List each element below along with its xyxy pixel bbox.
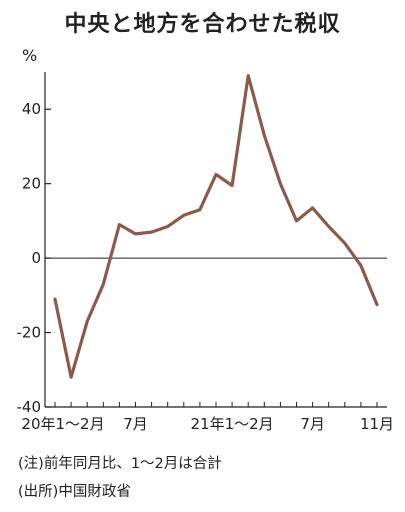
line-chart: -40 -20 0 20 40 20年1～2月 7月 21年1～2月 7月 11月 bbox=[17, 72, 394, 433]
x-tick-label: 21年1～2月 bbox=[191, 415, 274, 433]
x-ticks: 20年1～2月 7月 21年1～2月 7月 11月 bbox=[21, 402, 394, 433]
x-tick-label: 11月 bbox=[360, 415, 394, 433]
series-group bbox=[53, 74, 379, 379]
footnote: (注)前年同月比、1～2月は合計 bbox=[18, 456, 222, 472]
y-unit-label: % bbox=[22, 46, 38, 65]
chart-title: 中央と地方を合わせた税収 bbox=[64, 12, 341, 37]
y-tick-label: -40 bbox=[17, 398, 42, 416]
y-tick-label: -20 bbox=[17, 324, 42, 342]
series-line bbox=[53, 74, 379, 379]
y-ticks: -40 -20 0 20 40 bbox=[17, 100, 51, 416]
x-tick-label: 7月 bbox=[300, 415, 325, 433]
y-tick-label: 20 bbox=[22, 175, 41, 193]
y-tick-label: 40 bbox=[22, 100, 41, 118]
x-tick-label: 7月 bbox=[123, 415, 148, 433]
x-tick-label: 20年1～2月 bbox=[21, 415, 104, 433]
source-note: (出所)中国財政省 bbox=[18, 484, 131, 500]
y-tick-label: 0 bbox=[31, 249, 41, 267]
